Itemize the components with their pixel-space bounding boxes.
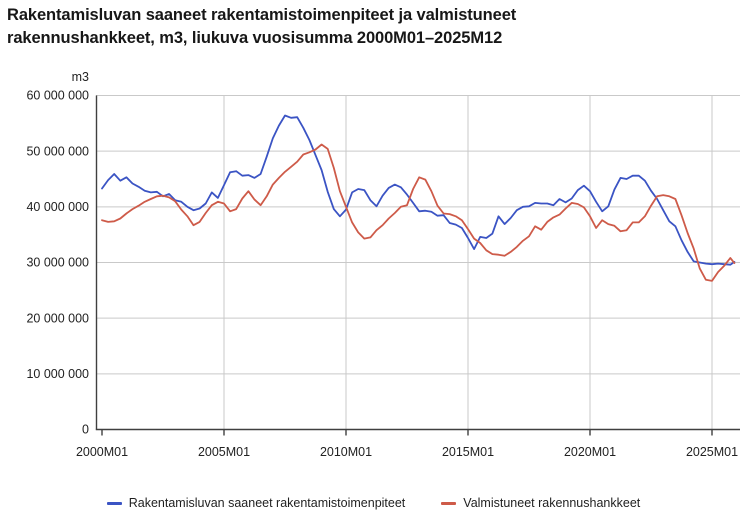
legend-label-permits: Rakentamisluvan saaneet rakentamistoimen… [128, 496, 406, 510]
y-axis-unit-label: m3 [72, 70, 89, 84]
x-tick-label: 2025M01 [686, 445, 738, 459]
legend-item-completed: Valmistuneet rakennushankkeet [441, 496, 640, 510]
y-tick-label: 50 000 000 [26, 144, 89, 158]
y-tick-label: 0 [82, 423, 89, 437]
y-tick-label: 60 000 000 [26, 89, 89, 103]
chart-title: Rakentamisluvan saaneet rakentamistoimen… [7, 6, 517, 48]
x-tick-label: 2020M01 [564, 445, 616, 459]
y-tick-label: 40 000 000 [26, 200, 89, 214]
y-tick-label: 30 000 000 [26, 256, 89, 270]
x-tick-label: 2010M01 [320, 445, 372, 459]
legend-label-completed: Valmistuneet rakennushankkeet [463, 496, 641, 510]
line-chart-canvas: 2000M01 2005M01 2010M01 2015M01 2020M01 2025M… [26, 70, 740, 459]
x-tick-label: 2015M01 [442, 445, 494, 459]
completed-series-line [101, 143, 736, 282]
x-tick-label: 2005M01 [198, 445, 250, 459]
completed-line-swatch-icon [441, 501, 457, 505]
permits-series-line [101, 114, 736, 266]
y-tick-label: 10 000 000 [26, 367, 89, 381]
y-tick-label: 20 000 000 [26, 311, 89, 325]
chart-legend: Rakentamisluvan saaneet rakentamistoimen… [0, 496, 747, 510]
x-tick-label: 2000M01 [76, 445, 128, 459]
permits-line-swatch-icon [106, 501, 122, 505]
legend-item-permits: Rakentamisluvan saaneet rakentamistoimen… [106, 496, 406, 510]
